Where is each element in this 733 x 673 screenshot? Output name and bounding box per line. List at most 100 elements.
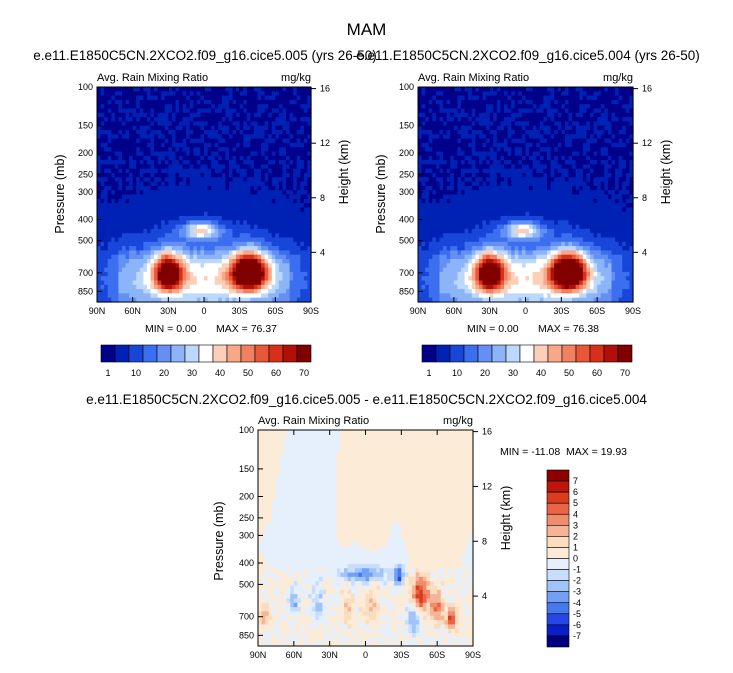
panel-2-cell [543, 117, 548, 122]
panel-1-cell [289, 177, 294, 183]
panel-2-cell [443, 220, 448, 226]
panel-2-cell [622, 147, 627, 153]
panel-1-cell [168, 198, 173, 204]
panel-1-cell [236, 246, 241, 251]
panel-1-cell [97, 160, 102, 165]
panel-1-cell [164, 211, 169, 217]
panel-2-cell [428, 220, 433, 226]
panel-2-cell [521, 91, 527, 97]
panel-1-cell [114, 160, 119, 165]
panel-2-cell [489, 160, 494, 165]
panel-1-cell [250, 112, 255, 118]
panel-1-cell [261, 297, 266, 303]
panel-1-cell [132, 207, 137, 213]
panel-2-cell [443, 216, 448, 221]
panel-2-cell [446, 104, 451, 110]
panel-1-cell [275, 259, 280, 264]
panel-2-cell [564, 117, 570, 122]
panel-1-cell [189, 276, 194, 282]
panel-2-cell [435, 108, 441, 114]
panel-2-cell [464, 155, 469, 161]
panel-1-cell [207, 112, 212, 118]
panel-2-cell [486, 95, 491, 101]
panel-2-cell [564, 220, 570, 226]
panel-1-cell [264, 108, 269, 114]
panel-1-cell [300, 138, 305, 144]
panel-2-cell [582, 95, 588, 101]
panel-1-cell [289, 250, 294, 256]
panel-1-cell [143, 160, 148, 165]
panel-1-cell [207, 228, 212, 234]
panel-2-cell [568, 181, 573, 187]
panel-2-cell [615, 216, 620, 221]
panel-1-cell [179, 271, 184, 277]
panel-1-cell [275, 276, 280, 282]
panel-1-cell [97, 130, 102, 135]
panel-2-cell [572, 155, 577, 161]
panel-2-cell [547, 220, 552, 226]
panel-2-cell [511, 108, 516, 114]
panel-1-cell [107, 190, 112, 196]
panel-1-cell [261, 87, 266, 92]
panel-1-cell [97, 104, 102, 110]
panel-2-cell [629, 99, 634, 105]
panel-1-cell [307, 164, 312, 170]
panel-1-cell [175, 130, 180, 135]
panel-1-cell [257, 99, 262, 105]
panel-2-cell [579, 164, 584, 170]
panel-1-cell [271, 112, 276, 118]
panel-1-cell [164, 241, 169, 247]
panel-1-cell [207, 134, 212, 140]
panel-1-cell [261, 241, 266, 247]
panel-2-cell [543, 198, 548, 204]
panel-2-cell [625, 95, 631, 101]
panel-2-cell [514, 147, 519, 153]
panel-1-cell [236, 91, 241, 97]
panel-1-cell [193, 151, 198, 157]
panel-1-cell [139, 228, 144, 234]
panel-1-cell [289, 293, 294, 299]
panel-2-cell [453, 181, 459, 187]
panel-2-cell [550, 211, 555, 217]
panel-2-cell [532, 138, 537, 144]
panel-1-cell [161, 246, 166, 251]
panel-1-cell [264, 142, 269, 148]
panel-1-cell [243, 293, 248, 299]
panel-1-cell [225, 293, 230, 299]
panel-1-cell [121, 233, 127, 239]
panel-1-cell [296, 259, 301, 264]
panel-1-cell [207, 203, 212, 208]
panel-1-cell [221, 284, 226, 290]
panel-1-cell [193, 241, 198, 247]
panel-1-cell [239, 216, 244, 221]
panel-1-cell [189, 207, 194, 213]
panel-1-cell [100, 297, 105, 303]
panel-1-cell [193, 228, 198, 234]
panel-2-cell [611, 95, 616, 101]
panel-1-cell [246, 241, 251, 247]
panel-2-cell [453, 112, 459, 118]
panel-1-cell [171, 198, 177, 204]
panel-2-cell [450, 173, 455, 178]
panel-2-cell [464, 173, 469, 178]
panel-1-cell [175, 250, 180, 256]
panel-1-cell [161, 147, 166, 153]
panel-2-cell [453, 138, 459, 144]
panel-1-cell [182, 138, 187, 144]
panel-1-cell [228, 121, 234, 127]
panel-2-cell [496, 203, 502, 208]
panel-1-cell [129, 207, 134, 213]
panel-2-cell [572, 160, 577, 165]
panel-2-cell [582, 220, 588, 226]
panel-1-cell [228, 164, 234, 170]
panel-1-cell [303, 280, 309, 286]
panel-2-cell [461, 194, 466, 200]
panel-1-cell [146, 224, 152, 230]
panel-2-cell [557, 181, 562, 187]
panel-2-cell [443, 160, 448, 165]
panel-1-cell [300, 250, 305, 256]
panel-2-cell [489, 142, 494, 148]
panel-2-cell [557, 220, 562, 226]
panel-2-cell [564, 134, 570, 140]
panel-1-cell [264, 241, 269, 247]
